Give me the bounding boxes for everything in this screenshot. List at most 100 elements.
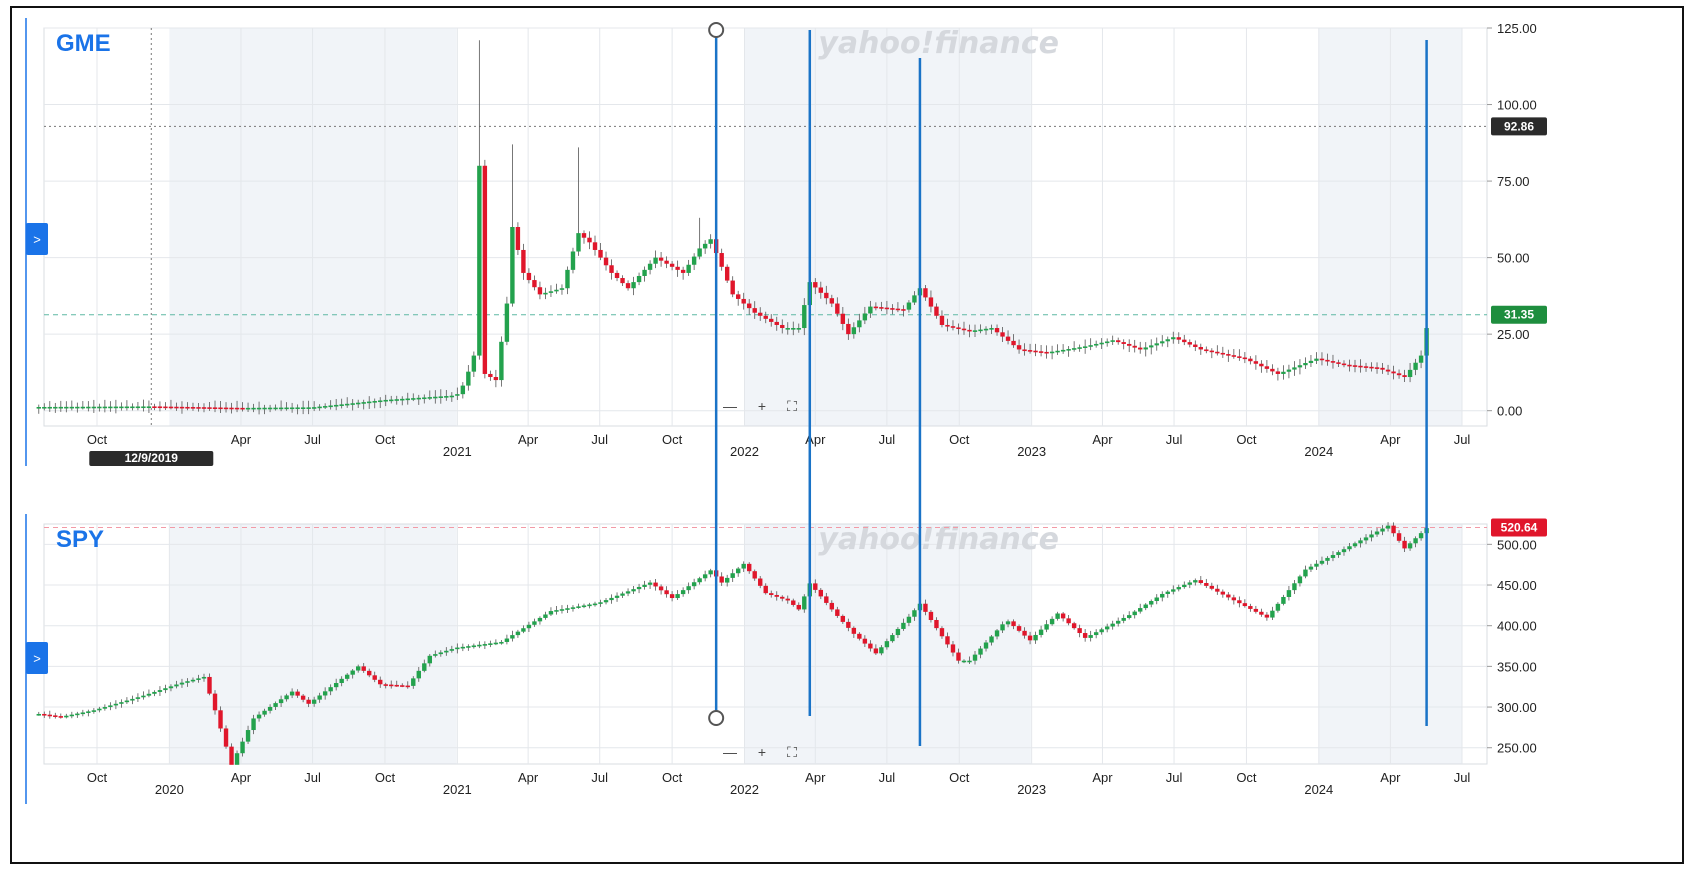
y-tick-label: 350.00 <box>1497 659 1537 674</box>
candle-2022-01-14 <box>752 308 757 313</box>
candle-2022-01-21 <box>758 312 763 316</box>
candle-2024-01-26 <box>1336 362 1341 364</box>
candle-2023-01-13 <box>1038 351 1044 353</box>
candle-2023-04-07 <box>1104 626 1110 630</box>
candle-2022-01-14 <box>752 571 757 579</box>
y-tick-label: 100.00 <box>1497 98 1537 113</box>
candle-2022-11-11 <box>989 328 994 330</box>
candle-2019-09-13 <box>80 712 86 715</box>
candle-2020-03-27 <box>234 753 240 765</box>
candle-2020-01-10 <box>174 684 179 687</box>
candle-2024-04-12 <box>1396 373 1402 376</box>
candle-2019-08-30 <box>69 714 75 717</box>
candle-2022-10-28 <box>978 329 983 332</box>
annotation-handle-bottom <box>708 710 725 726</box>
candle-2020-09-11 <box>367 670 372 676</box>
candle-2019-10-04 <box>97 708 102 711</box>
candle-2022-06-03 <box>862 638 868 644</box>
candle-2024-04-26 <box>1407 369 1413 378</box>
candle-2024-03-08 <box>1369 366 1374 369</box>
candle-2019-08-16 <box>58 716 64 718</box>
candle-2021-12-24 <box>735 568 741 574</box>
candle-2023-07-28 <box>1193 580 1198 583</box>
candle-2020-12-04 <box>433 654 438 656</box>
candle-2023-01-27 <box>1049 351 1055 354</box>
candle-2023-12-22 <box>1308 566 1314 570</box>
candle-2021-05-28 <box>570 251 576 270</box>
candle-2022-03-04 <box>791 600 796 605</box>
candle-2022-02-25 <box>785 598 790 601</box>
candle-2023-03-17 <box>1088 345 1093 347</box>
x-tick-label: Jul <box>591 770 608 785</box>
candle-2021-02-19 <box>493 642 499 645</box>
candle-2022-10-21 <box>972 330 978 332</box>
candle-2021-10-22 <box>686 586 691 591</box>
candle-2022-02-04 <box>769 593 774 595</box>
candle-2021-10-01 <box>669 263 675 267</box>
candle-2023-03-03 <box>1077 628 1082 634</box>
candle-2022-10-14 <box>967 329 972 332</box>
candle-2021-03-05 <box>504 303 510 342</box>
candle-2019-08-09 <box>53 406 58 409</box>
candle-2019-09-20 <box>86 406 91 409</box>
candle-2021-01-01 <box>455 647 460 650</box>
candle-2022-03-18 <box>802 305 807 329</box>
y-tick-label: 450.00 <box>1497 578 1537 593</box>
x-tick-label: Oct <box>87 770 108 785</box>
x-tick-label: 2022 <box>730 444 759 459</box>
crosshair-date-label: 12/9/2019 <box>125 451 179 465</box>
candle-2021-06-25 <box>592 242 598 250</box>
candle-2021-04-30 <box>548 611 554 615</box>
candle-2021-08-06 <box>625 283 631 289</box>
candle-2022-12-16 <box>1016 345 1022 350</box>
candle-2023-05-19 <box>1138 608 1143 612</box>
candle-2020-04-24 <box>256 407 262 410</box>
candle-2023-05-12 <box>1132 345 1137 348</box>
candle-2020-07-31 <box>333 683 339 688</box>
candle-2023-09-29 <box>1242 603 1248 607</box>
candle-2022-07-22 <box>901 622 906 629</box>
candle-2021-02-05 <box>482 165 488 374</box>
candle-2021-03-19 <box>515 631 521 636</box>
candle-2022-05-06 <box>840 313 846 324</box>
candle-2022-05-06 <box>840 615 846 622</box>
candle-2022-02-18 <box>780 324 785 329</box>
x-tick-label: Jul <box>1166 770 1183 785</box>
candle-2023-10-20 <box>1259 611 1264 615</box>
candle-2021-05-28 <box>570 607 576 609</box>
candle-2023-05-05 <box>1127 343 1132 346</box>
candle-2021-07-16 <box>609 265 614 273</box>
candle-2020-09-04 <box>361 666 366 671</box>
candle-2021-06-18 <box>587 237 592 243</box>
x-tick-label: Oct <box>375 770 396 785</box>
candle-2023-11-17 <box>1281 596 1286 604</box>
candle-2021-05-21 <box>565 269 570 289</box>
candle-2023-03-10 <box>1082 346 1088 348</box>
candle-2021-07-23 <box>614 595 620 598</box>
candle-2022-01-28 <box>763 585 768 594</box>
candle-2020-06-05 <box>289 407 295 410</box>
candle-2021-01-22 <box>471 355 477 372</box>
candle-2019-09-27 <box>91 710 97 712</box>
candle-2019-10-25 <box>113 406 119 409</box>
candle-2020-05-15 <box>273 703 278 707</box>
x-tick-label: Apr <box>805 432 826 447</box>
candle-2023-08-04 <box>1198 580 1204 584</box>
candle-2019-08-02 <box>47 714 52 717</box>
candle-2021-04-02 <box>526 272 532 281</box>
candle-2022-04-22 <box>829 602 835 610</box>
last-price-label: 520.64 <box>1501 521 1538 535</box>
candle-2022-08-05 <box>912 610 917 617</box>
chart-frame: yahoo!finance yahoo!finance 0.00 25.00 50.0… <box>10 6 1684 864</box>
candle-2020-09-18 <box>372 401 377 403</box>
candle-2023-10-13 <box>1253 608 1259 612</box>
candle-2019-11-15 <box>130 698 135 701</box>
expand-tab <box>26 642 48 674</box>
candle-2023-07-21 <box>1187 342 1192 345</box>
candle-2023-12-15 <box>1303 569 1308 577</box>
candle-2022-04-29 <box>835 609 840 616</box>
candle-2023-07-28 <box>1193 344 1198 348</box>
candle-2024-01-12 <box>1325 557 1330 561</box>
candle-2021-08-13 <box>631 282 636 289</box>
